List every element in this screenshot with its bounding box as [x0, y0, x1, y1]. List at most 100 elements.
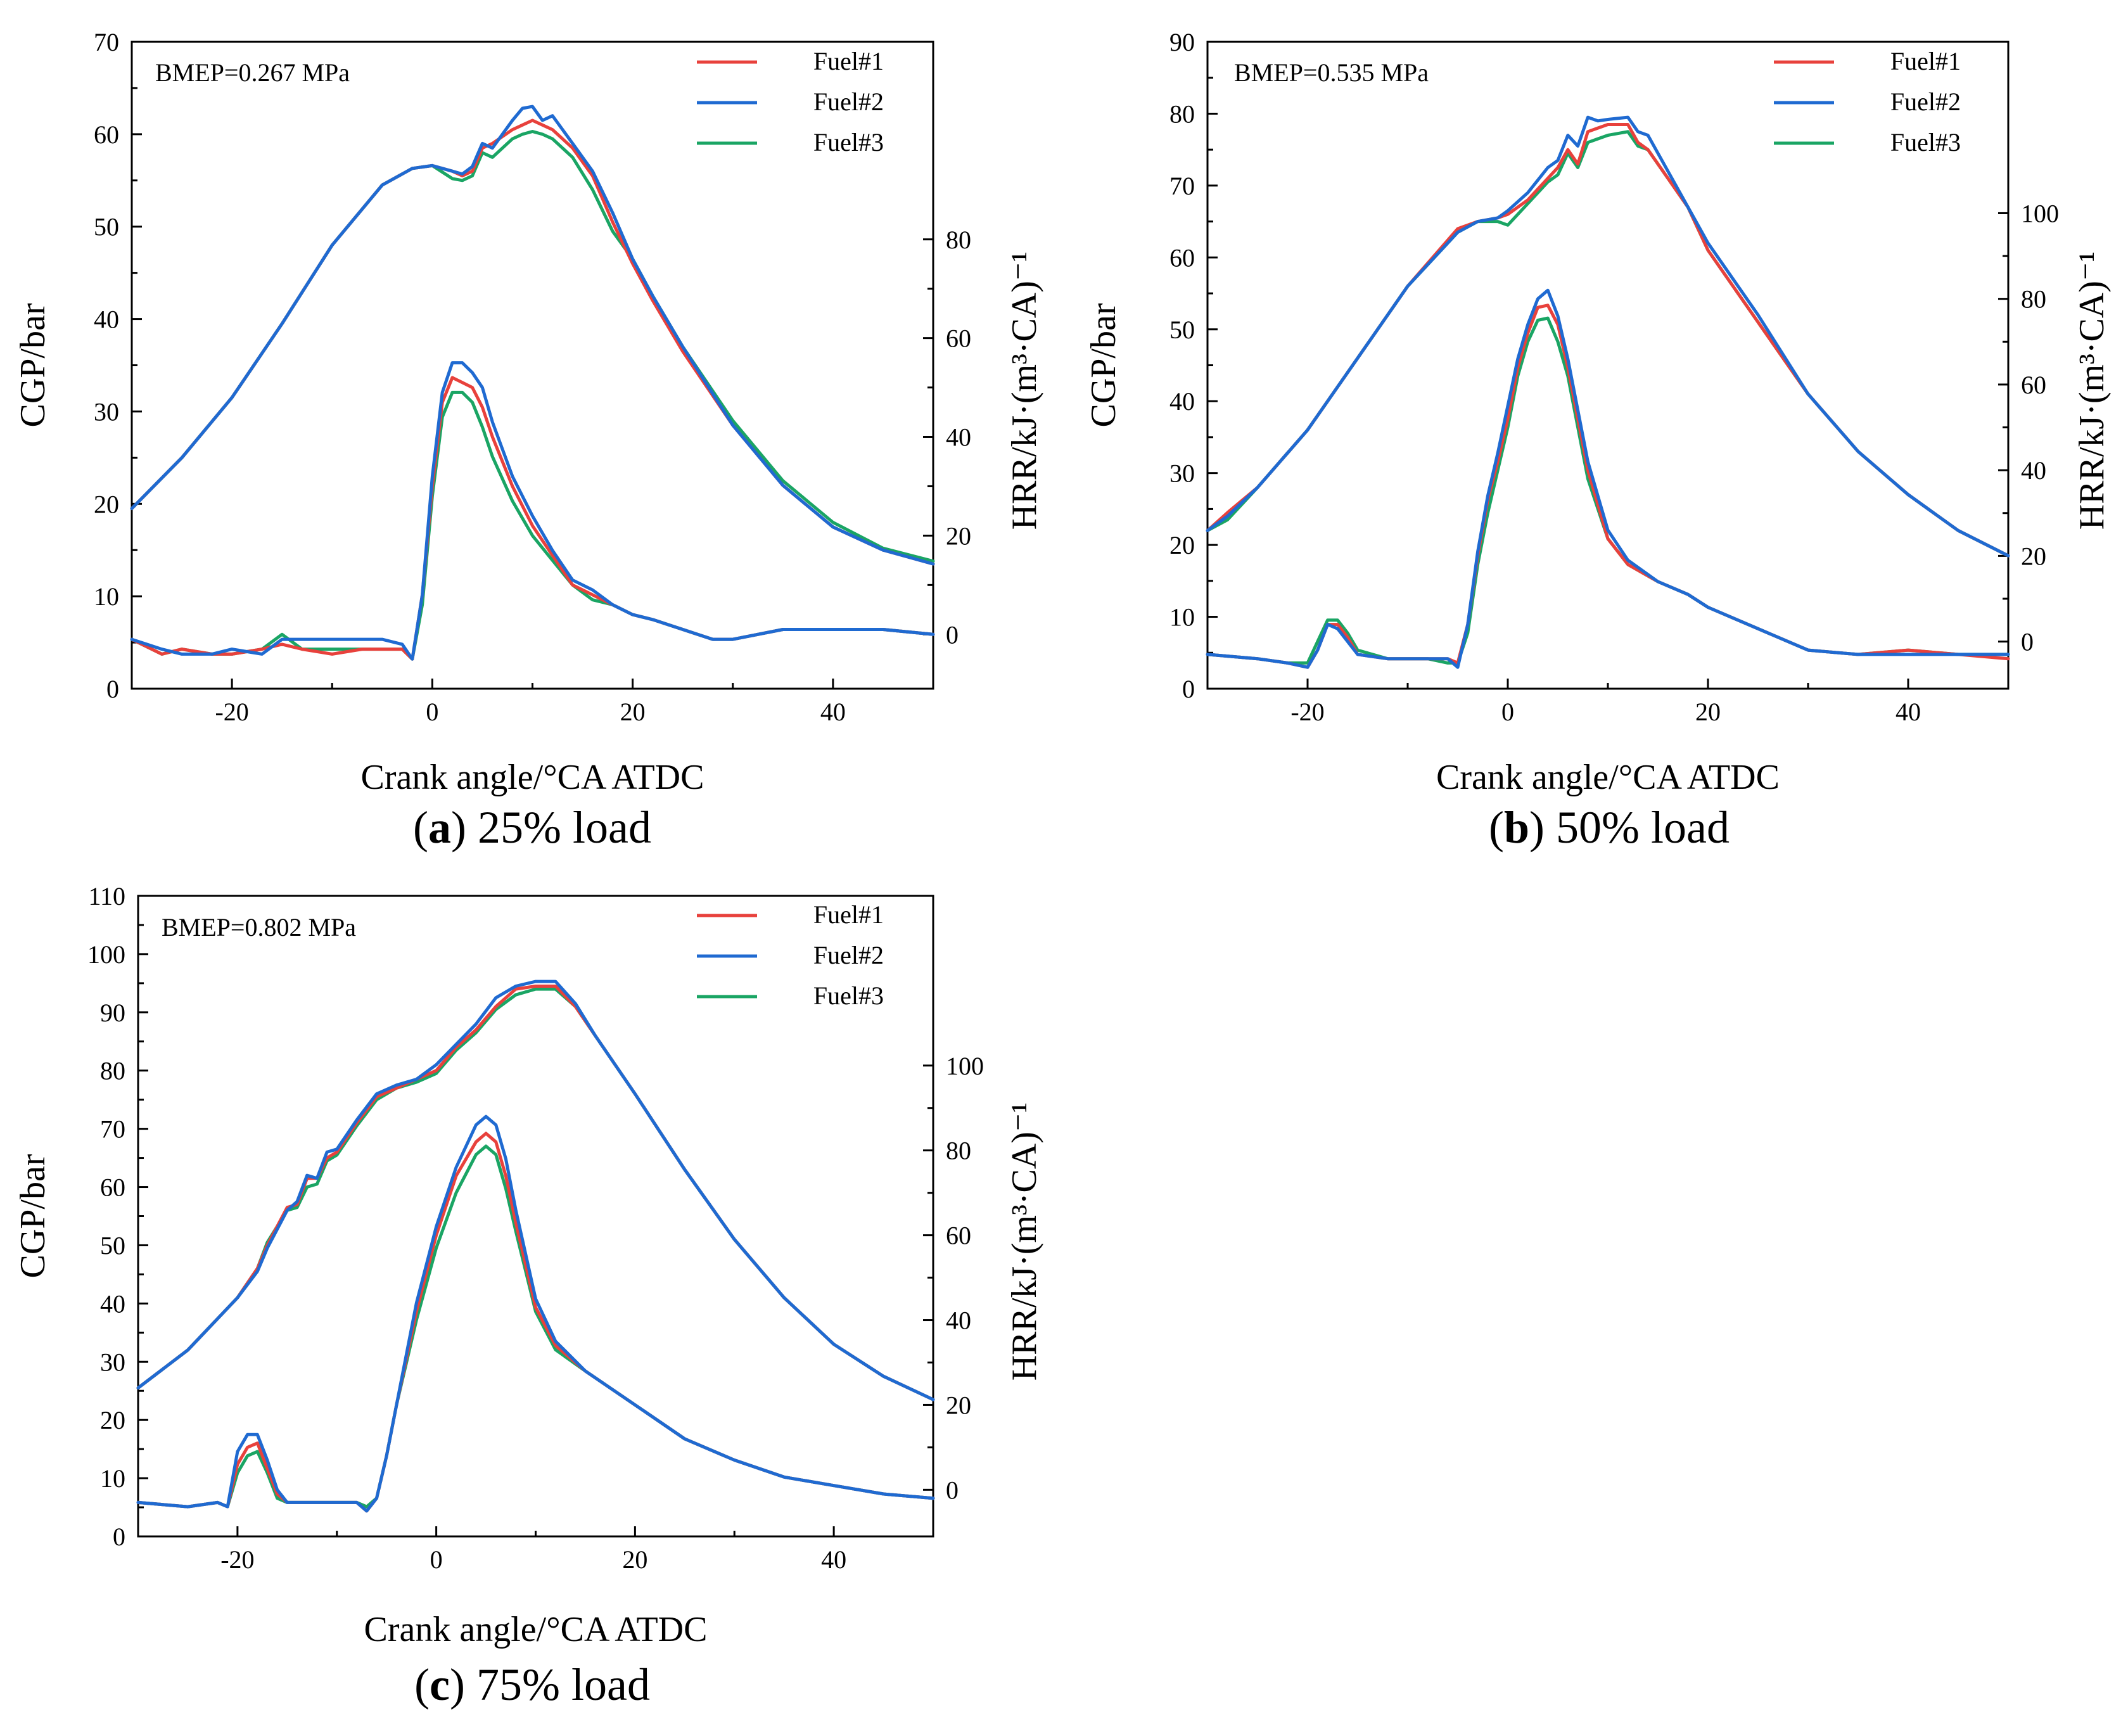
panel-c-bmep-annotation: BMEP=0.802 MPa — [162, 913, 356, 941]
panel-c-y-tick-label: 30 — [100, 1348, 125, 1376]
panel-b-y-tick-label: 30 — [1169, 459, 1195, 488]
panel-a-x-tick-label: 40 — [820, 698, 846, 726]
panel-b-x-tick-label: 0 — [1501, 698, 1514, 726]
panel-b-y-tick-label: 20 — [1169, 531, 1195, 559]
panel-b-x-axis-label: Crank angle/°CA ATDC — [1436, 758, 1780, 797]
panel-a-y-tick-label: 40 — [94, 305, 119, 334]
panel-b-y-tick-label: 60 — [1169, 243, 1195, 272]
panel-a-y-tick-label: 30 — [94, 397, 119, 426]
panel-b-x-tick-label: 40 — [1895, 698, 1921, 726]
panel-b-caption: (b) 50% load — [1489, 802, 1730, 853]
panel-a-y2-tick-label: 60 — [946, 324, 971, 353]
panel-b-y2-axis-label: HRR/kJ·(m³·CA)⁻¹ — [2072, 252, 2112, 530]
panel-a-fuel2-hrr-line — [130, 361, 935, 661]
panel-a-y2-tick-label: 40 — [946, 423, 971, 452]
panel-c-y-tick-label: 40 — [100, 1289, 125, 1318]
panel-b-y2-tick-label: 0 — [2021, 628, 2034, 656]
panel-c-caption-open-paren: ( — [414, 1659, 430, 1710]
panel-b-y-tick-label: 70 — [1169, 172, 1195, 200]
panel-c-x-tick-label: 40 — [821, 1545, 846, 1574]
panel-b-y2-tick-label: 80 — [2021, 285, 2046, 314]
panel-a-fuel1-cgp-line — [130, 118, 935, 566]
panel-b-fuel3-cgp-line — [1206, 130, 2010, 558]
panel-c-x-tick-label: -20 — [220, 1545, 254, 1574]
panel-b-y2-tick-label: 100 — [2021, 199, 2059, 227]
panel-b-y-tick-label: 50 — [1169, 316, 1195, 344]
panel-b-legend-label-1: Fuel#1 — [1890, 47, 1961, 75]
panel-a: -20 0 20 40 0 10 20 30 40 50 60 70 0 20 40 60 80 BMEP=0.2… — [13, 28, 1044, 853]
panel-b-x-tick-label: 20 — [1695, 698, 1721, 726]
panel-c-legend-label-1: Fuel#1 — [813, 900, 884, 929]
panel-c-fuel3-cgp-line — [136, 987, 935, 1401]
panel-c-caption: (c) 75% load — [414, 1659, 650, 1710]
panel-b-fuel1-hrr-line — [1206, 303, 2010, 669]
panel-c-fuel1-cgp-line — [136, 985, 935, 1401]
panel-c: -20 0 20 40 0 10 20 30 40 50 60 70 80 90 100 110 0 20 40 60… — [13, 882, 1044, 1710]
panel-a-y2-tick-label: 80 — [946, 226, 971, 254]
panel-c-fuel2-cgp-line — [136, 980, 935, 1401]
panel-c-y-tick-label: 70 — [100, 1115, 125, 1144]
panel-a-legend-label-3: Fuel#3 — [813, 128, 884, 156]
panel-c-x-tick-label: 20 — [622, 1545, 647, 1574]
panel-c-y2-tick-label: 0 — [946, 1476, 959, 1504]
panel-c-y2-axis-label: HRR/kJ·(m³·CA)⁻¹ — [1005, 1102, 1044, 1381]
panel-a-y-tick-label: 20 — [94, 490, 119, 518]
panel-c-caption-text: 75% load — [465, 1659, 650, 1710]
panel-c-y2-tick-label: 20 — [946, 1391, 971, 1419]
panel-c-x-tick-label: 0 — [430, 1545, 443, 1574]
panel-c-y2-tick-label: 40 — [946, 1306, 971, 1335]
panel-a-y2-axis-label: HRR/kJ·(m³·CA)⁻¹ — [1005, 252, 1044, 530]
panel-c-y-tick-label: 80 — [100, 1057, 125, 1085]
panel-b-y-axis-label: CGP/bar — [1084, 303, 1123, 427]
panel-c-y-tick-label: 0 — [113, 1522, 125, 1551]
panel-b-caption-close-paren: ) — [1529, 802, 1545, 853]
panel-c-y-tick-label: 10 — [100, 1464, 125, 1493]
panel-b-y-tick-label: 80 — [1169, 99, 1195, 128]
panel-c-y-tick-label: 100 — [87, 940, 125, 969]
panel-c-y2-tick-label: 80 — [946, 1137, 971, 1165]
panel-a-y-tick-label: 60 — [94, 120, 119, 149]
panel-b-caption-open-paren: ( — [1489, 802, 1504, 853]
panel-c-caption-close-paren: ) — [450, 1659, 465, 1710]
panel-b-bmep-annotation: BMEP=0.535 MPa — [1234, 58, 1429, 87]
panel-a-caption-letter: a — [428, 802, 451, 853]
panel-b-x-tick-label: -20 — [1290, 698, 1324, 726]
panel-c-y-tick-label: 110 — [88, 882, 125, 910]
panel-b-fuel2-cgp-line — [1206, 115, 2010, 558]
panel-b-y2-tick-label: 40 — [2021, 456, 2046, 485]
panel-a-y-axis-label: CGP/bar — [13, 303, 53, 427]
panel-c-legend-label-2: Fuel#2 — [813, 941, 884, 969]
panel-b: -20 0 20 40 0 10 20 30 40 50 60 70 80 90 0 20 40 60 80 100 B… — [1084, 28, 2112, 853]
panel-c-y2-tick-label: 100 — [946, 1052, 984, 1080]
panel-a-caption-text: 25% load — [466, 802, 651, 853]
panel-b-plot-frame — [1206, 41, 2010, 690]
panel-c-y-tick-label: 20 — [100, 1406, 125, 1434]
panel-b-legend-label-2: Fuel#2 — [1890, 87, 1961, 116]
panel-a-fuel2-cgp-line — [130, 105, 935, 566]
panel-c-y-tick-label: 60 — [100, 1173, 125, 1202]
panel-a-y-tick-label: 0 — [106, 675, 119, 703]
panel-a-legend-label-2: Fuel#2 — [813, 87, 884, 116]
panel-c-x-axis-label: Crank angle/°CA ATDC — [364, 1610, 708, 1649]
panel-c-y-axis-label: CGP/bar — [13, 1154, 53, 1278]
panel-a-y-tick-label: 10 — [94, 582, 119, 611]
panel-a-caption-open-paren: ( — [413, 802, 428, 853]
panel-b-caption-text: 50% load — [1545, 802, 1730, 853]
panel-b-y2-tick-label: 20 — [2021, 542, 2046, 570]
panel-a-bmep-annotation: BMEP=0.267 MPa — [155, 58, 350, 87]
panel-a-fuel3-cgp-line — [130, 130, 935, 563]
panel-c-fuel2-hrr-line — [136, 1114, 935, 1513]
panel-c-y-tick-label: 90 — [100, 999, 125, 1027]
panel-b-fuel2-hrr-line — [1206, 288, 2010, 669]
panel-a-caption-close-paren: ) — [451, 802, 466, 853]
panel-a-x-tick-label: 0 — [426, 698, 438, 726]
panel-b-fuel1-cgp-line — [1206, 123, 2010, 558]
panel-b-y-tick-label: 90 — [1169, 28, 1195, 56]
panel-b-legend-label-3: Fuel#3 — [1890, 128, 1961, 156]
panel-b-y-tick-label: 40 — [1169, 387, 1195, 416]
panel-b-y-tick-label: 10 — [1169, 603, 1195, 632]
panel-c-caption-letter: c — [430, 1659, 450, 1710]
panel-a-x-tick-label: -20 — [215, 698, 248, 726]
panel-a-y-tick-label: 70 — [94, 28, 119, 56]
